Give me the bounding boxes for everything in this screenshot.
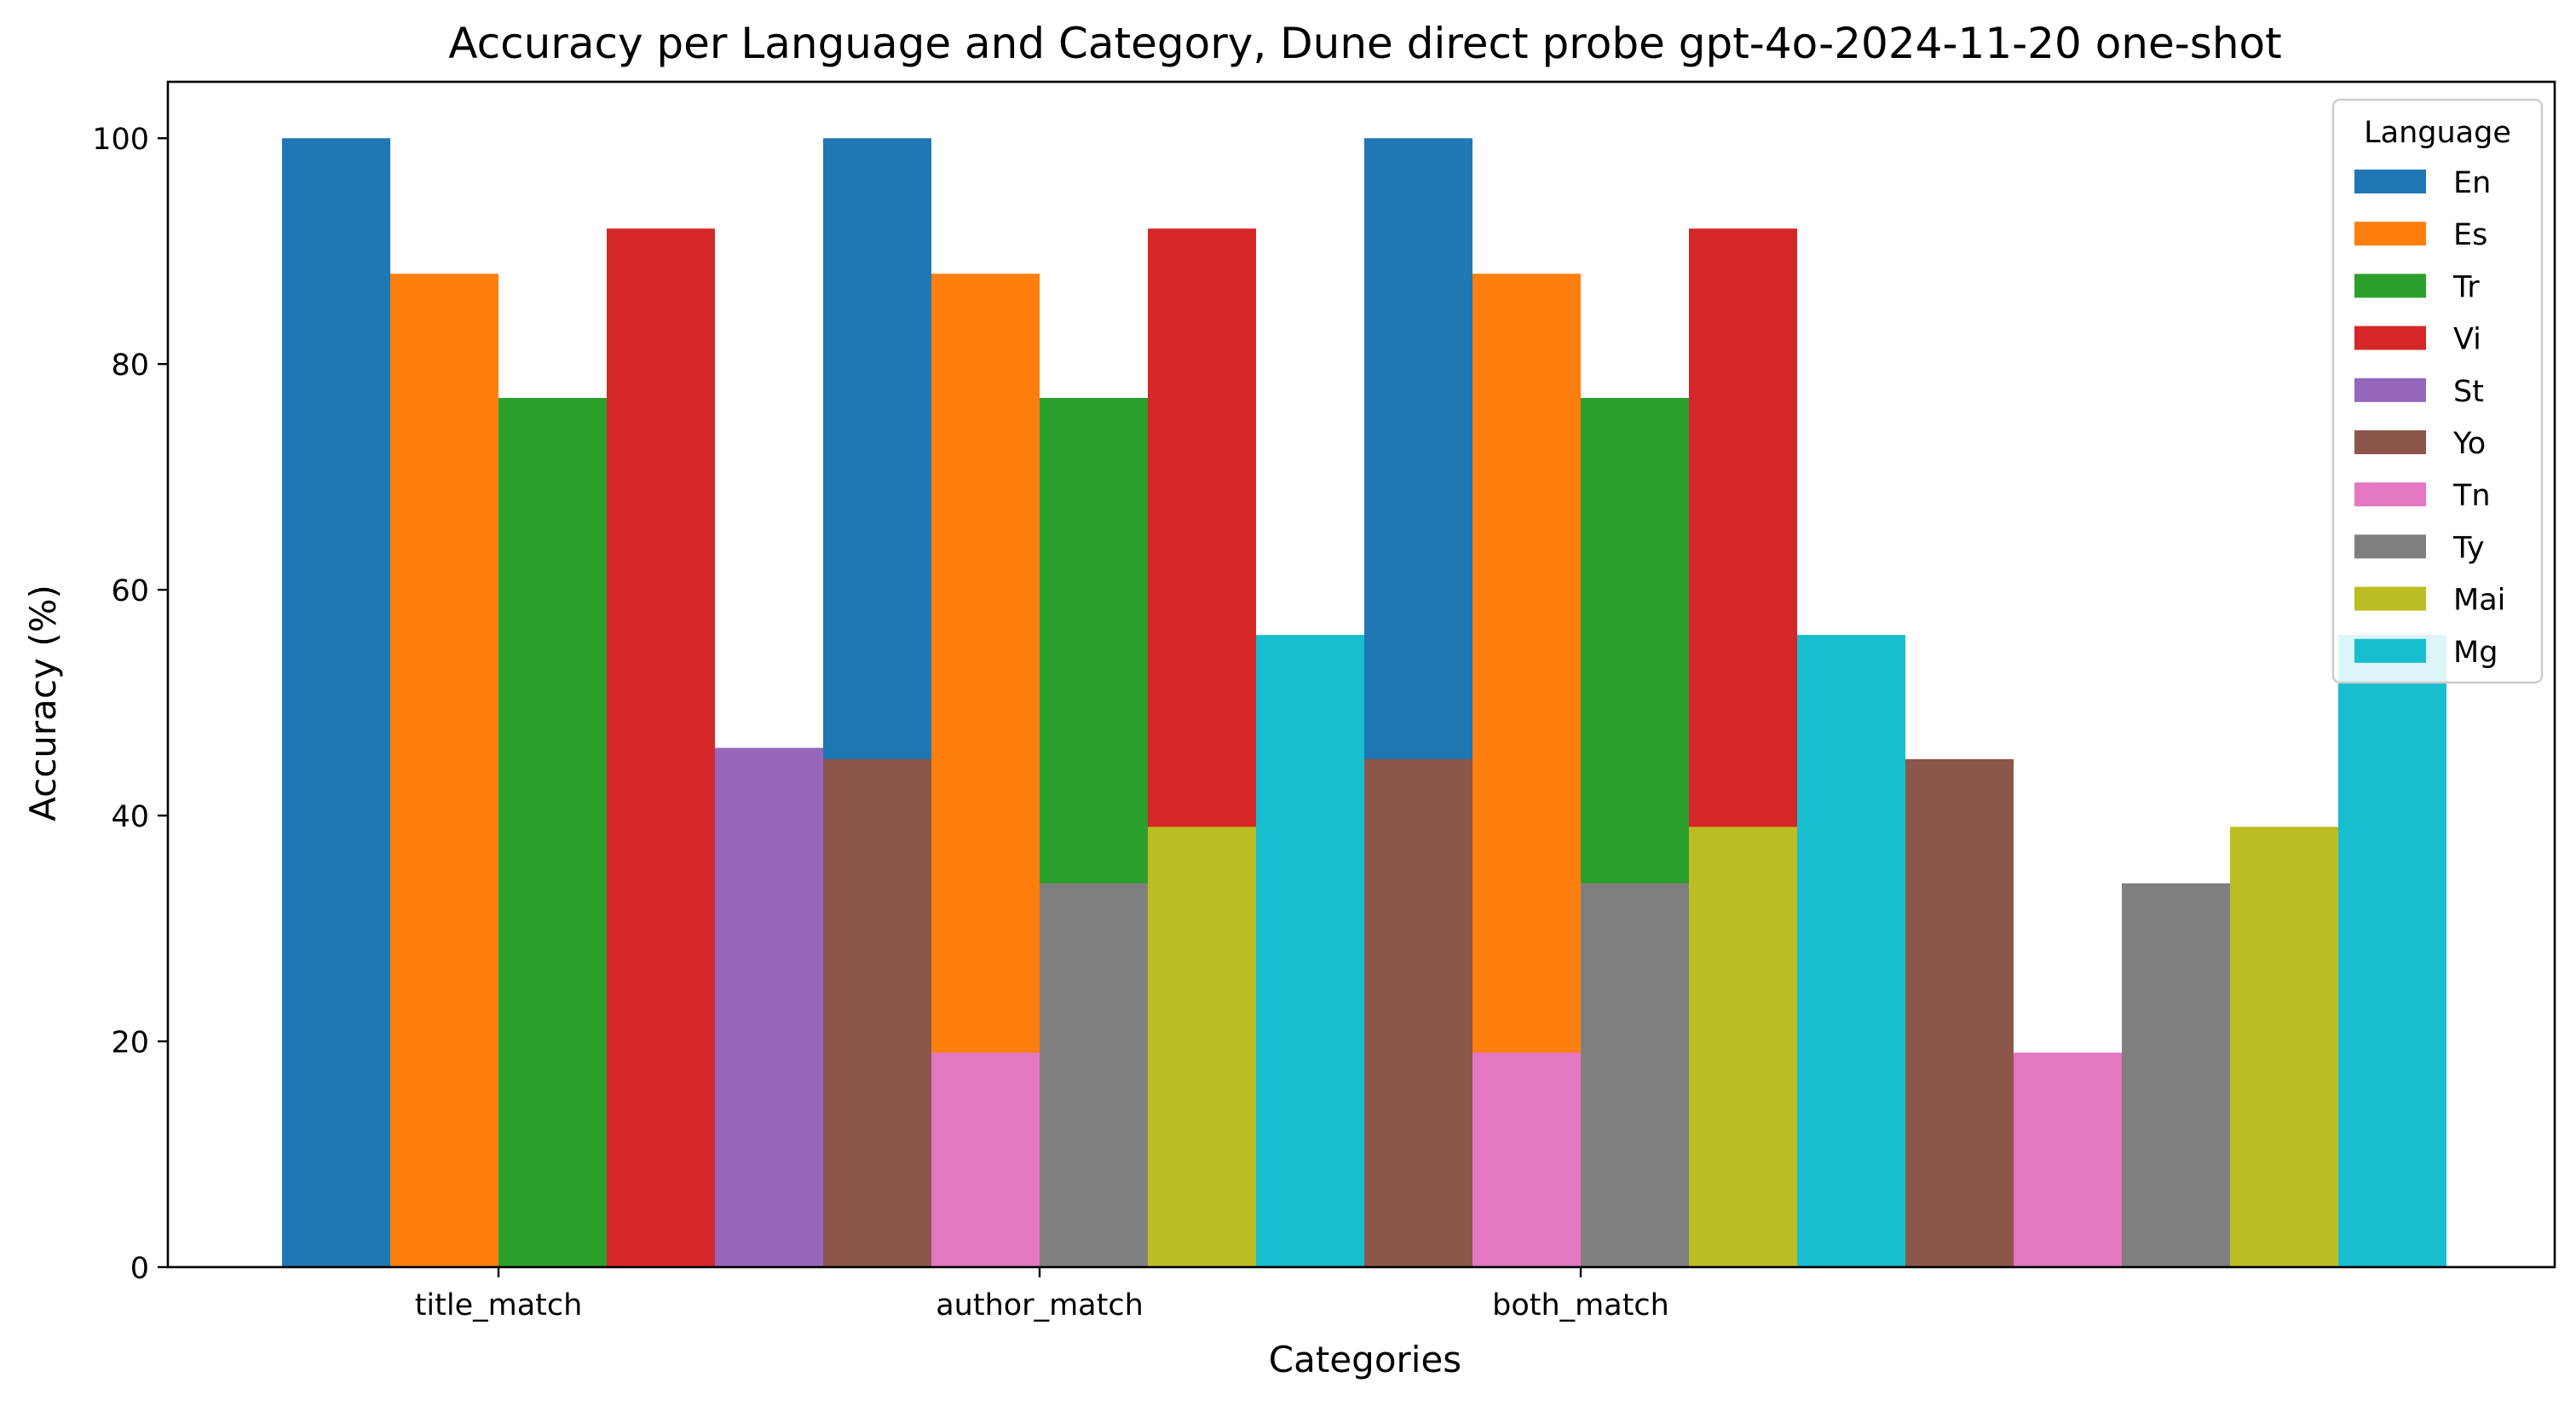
bar-mg-title_match [1256,635,1364,1267]
bar-ty-author_match [1581,883,1689,1267]
bar-mai-author_match [1689,827,1797,1267]
legend-swatch-en [2354,170,2426,193]
legend-title: Language [2364,116,2511,150]
bar-es-title_match [390,274,498,1268]
legend-label-mai: Mai [2453,584,2505,618]
bar-en-title_match [282,138,390,1268]
y-tick-label: 40 [111,800,149,834]
y-tick-label: 20 [111,1026,149,1060]
legend: Language En Es Tr Vi St Yo Tn Ty Mai Mg [2331,98,2544,684]
axes-layer: 0 20 40 60 80 100 title_match author_match both_… [92,80,2556,1322]
bar-mg-author_match [1797,635,1905,1267]
legend-label-en: En [2453,166,2491,200]
bar-yo-author_match [1364,758,1472,1267]
legend-swatch-tn [2354,482,2426,507]
bar-tn-both_match [2014,1052,2122,1267]
legend-label-mg: Mg [2453,636,2498,670]
legend-label-tr: Tr [2452,270,2480,304]
legend-label-st: St [2453,375,2484,409]
x-tick-label: author_match [936,1288,1144,1322]
chart-title: Accuracy per Language and Category, Dune… [448,19,2281,68]
legend-swatch-es [2354,222,2426,246]
legend-swatch-mai [2354,586,2426,611]
bar-vi-title_match [607,228,715,1268]
bars-layer [282,138,2446,1268]
x-tick-label: title_match [415,1288,583,1322]
x-tick-label: both_match [1492,1288,1669,1322]
y-tick-label: 60 [111,574,149,608]
legend-label-vi: Vi [2453,323,2481,357]
y-tick-label: 0 [130,1252,149,1286]
legend-swatch-mg [2354,638,2426,663]
legend-swatch-yo [2354,430,2426,454]
y-tick-label: 100 [92,123,149,157]
bar-tr-title_match [498,397,607,1267]
y-axis-label: Accuracy (%) [22,585,64,821]
legend-swatch-ty [2354,534,2426,559]
bar-mai-both_match [2230,827,2338,1267]
x-axis-label: Categories [1269,1339,1461,1380]
bar-mai-title_match [1148,827,1256,1267]
legend-label-yo: Yo [2452,427,2486,461]
plot-frame [166,80,2556,1269]
bar-mg-both_match [2338,635,2446,1267]
bar-yo-both_match [1905,758,2014,1267]
legend-swatch-vi [2354,326,2426,350]
bar-tn-author_match [1472,1052,1581,1267]
bar-tn-title_match [931,1052,1040,1267]
legend-swatch-tr [2354,274,2426,298]
bar-st-title_match [715,747,823,1267]
bar-yo-title_match [823,758,931,1267]
y-tick-label: 80 [111,349,149,383]
bar-ty-title_match [1040,883,1148,1267]
legend-label-es: Es [2453,218,2487,252]
legend-swatch-st [2354,377,2426,402]
legend-label-ty: Ty [2452,531,2485,565]
bar-ty-both_match [2122,883,2230,1267]
legend-label-tn: Tn [2452,479,2491,513]
